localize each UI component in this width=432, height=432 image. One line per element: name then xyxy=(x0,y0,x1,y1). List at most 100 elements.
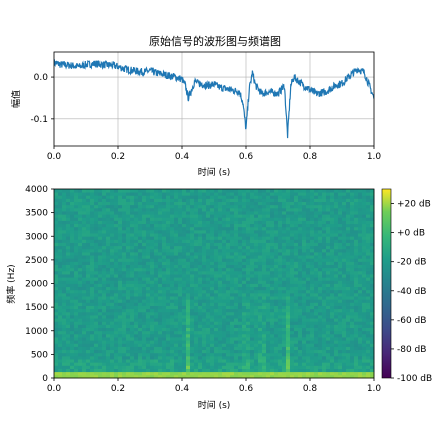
spectrogram-cell xyxy=(130,343,135,347)
spectrogram-cell xyxy=(290,346,295,351)
spectrogram-cell xyxy=(270,242,275,247)
spectrogram-cell xyxy=(326,352,331,357)
spectrogram-cell xyxy=(366,204,371,209)
spectrogram-y-tick-label: 4000 xyxy=(25,185,48,195)
spectrogram-cell xyxy=(214,308,219,313)
spectrogram-cell xyxy=(310,195,315,199)
spectrogram-cell xyxy=(130,311,135,316)
spectrogram-cell xyxy=(302,252,307,256)
spectrogram-cell xyxy=(334,349,339,354)
spectrogram-cell xyxy=(142,355,147,360)
spectrogram-cell xyxy=(106,248,111,253)
spectrogram-cell xyxy=(246,318,251,322)
spectrogram-cell xyxy=(190,211,195,215)
spectrogram-cell xyxy=(138,371,143,376)
spectrogram-cell xyxy=(114,242,119,247)
spectrogram-cell xyxy=(186,277,191,281)
spectrogram-cell xyxy=(170,318,175,322)
spectrogram-cell xyxy=(258,368,263,373)
spectrogram-cell xyxy=(322,204,327,209)
spectrogram-cell xyxy=(338,198,343,202)
spectrogram-cell xyxy=(366,217,371,221)
spectrogram-cell xyxy=(178,305,183,310)
spectrogram-cell xyxy=(358,308,363,313)
spectrogram-cell xyxy=(338,236,343,240)
spectrogram-cell xyxy=(162,355,167,360)
spectrogram-cell xyxy=(346,277,351,281)
spectrogram-cell xyxy=(286,248,291,253)
spectrogram-cell xyxy=(126,362,131,366)
spectrogram-cell xyxy=(190,270,195,275)
spectrogram-cell xyxy=(246,192,251,196)
spectrogram-cell xyxy=(334,223,339,228)
spectrogram-cell xyxy=(366,292,371,297)
spectrogram-cell xyxy=(226,286,231,291)
spectrogram-cell xyxy=(102,220,107,225)
spectrogram-cell xyxy=(182,264,187,269)
spectrogram-cell xyxy=(270,355,275,360)
spectrogram-cell xyxy=(174,302,179,306)
spectrogram-cell xyxy=(206,277,211,281)
spectrogram-cell xyxy=(142,324,147,328)
spectrogram-cell xyxy=(342,201,347,206)
spectrogram-cell xyxy=(190,359,195,363)
spectrogram-cell xyxy=(218,327,223,332)
spectrogram-cell xyxy=(126,270,131,275)
spectrogram-cell xyxy=(106,308,111,313)
spectrogram-cell xyxy=(162,258,167,262)
spectrogram-cell xyxy=(262,352,267,357)
spectrogram-cell xyxy=(158,201,163,206)
spectrogram-cell xyxy=(142,330,147,335)
spectrogram-cell xyxy=(158,236,163,240)
spectrogram-cell xyxy=(174,311,179,316)
spectrogram-cell xyxy=(238,264,243,269)
spectrogram-cell xyxy=(218,299,223,303)
spectrogram-cell xyxy=(254,337,259,341)
spectrogram-cell xyxy=(234,283,239,288)
spectrogram-cell xyxy=(322,296,327,300)
spectrogram-cell xyxy=(134,274,139,278)
spectrogram-cell xyxy=(58,359,63,363)
spectrogram-cell xyxy=(146,229,151,234)
spectrogram-cell xyxy=(290,211,295,215)
spectrogram-cell xyxy=(102,189,107,193)
spectrogram-cell xyxy=(238,349,243,354)
spectrogram-cell xyxy=(346,368,351,373)
spectrogram-cell xyxy=(202,311,207,316)
spectrogram-cell xyxy=(202,252,207,256)
spectrogram-cell xyxy=(138,236,143,240)
spectrogram-cell xyxy=(86,321,91,325)
spectrogram-cell xyxy=(302,214,307,218)
spectrogram-cell xyxy=(258,283,263,288)
spectrogram-cell xyxy=(266,355,271,360)
spectrogram-cell xyxy=(202,280,207,284)
spectrogram-cell xyxy=(130,330,135,335)
spectrogram-cell xyxy=(94,261,99,265)
spectrogram-cell xyxy=(362,261,367,265)
spectrogram-cell xyxy=(178,352,183,357)
spectrogram-cell xyxy=(318,296,323,300)
spectrogram-cell xyxy=(254,368,259,373)
spectrogram-cell xyxy=(142,214,147,218)
spectrogram-cell xyxy=(322,305,327,310)
spectrogram-cell xyxy=(278,330,283,335)
spectrogram-cell xyxy=(294,214,299,218)
spectrogram-cell xyxy=(182,252,187,256)
spectrogram-cell xyxy=(234,207,239,212)
spectrogram-cell xyxy=(94,349,99,354)
spectrogram-cell xyxy=(278,264,283,269)
spectrogram-cell xyxy=(310,217,315,221)
spectrogram-cell xyxy=(206,214,211,218)
spectrogram-cell xyxy=(170,255,175,259)
spectrogram-cell xyxy=(138,340,143,344)
spectrogram-cell xyxy=(366,214,371,218)
spectrogram-cell xyxy=(278,305,283,310)
spectrogram-cell xyxy=(194,321,199,325)
spectrogram-cell xyxy=(266,217,271,221)
spectrogram-cell xyxy=(202,245,207,250)
spectrogram-cell xyxy=(314,289,319,294)
spectrogram-cell xyxy=(354,267,359,272)
spectrogram-cell xyxy=(58,258,63,262)
spectrogram-cell xyxy=(154,337,159,341)
spectrogram-cell xyxy=(122,195,127,199)
